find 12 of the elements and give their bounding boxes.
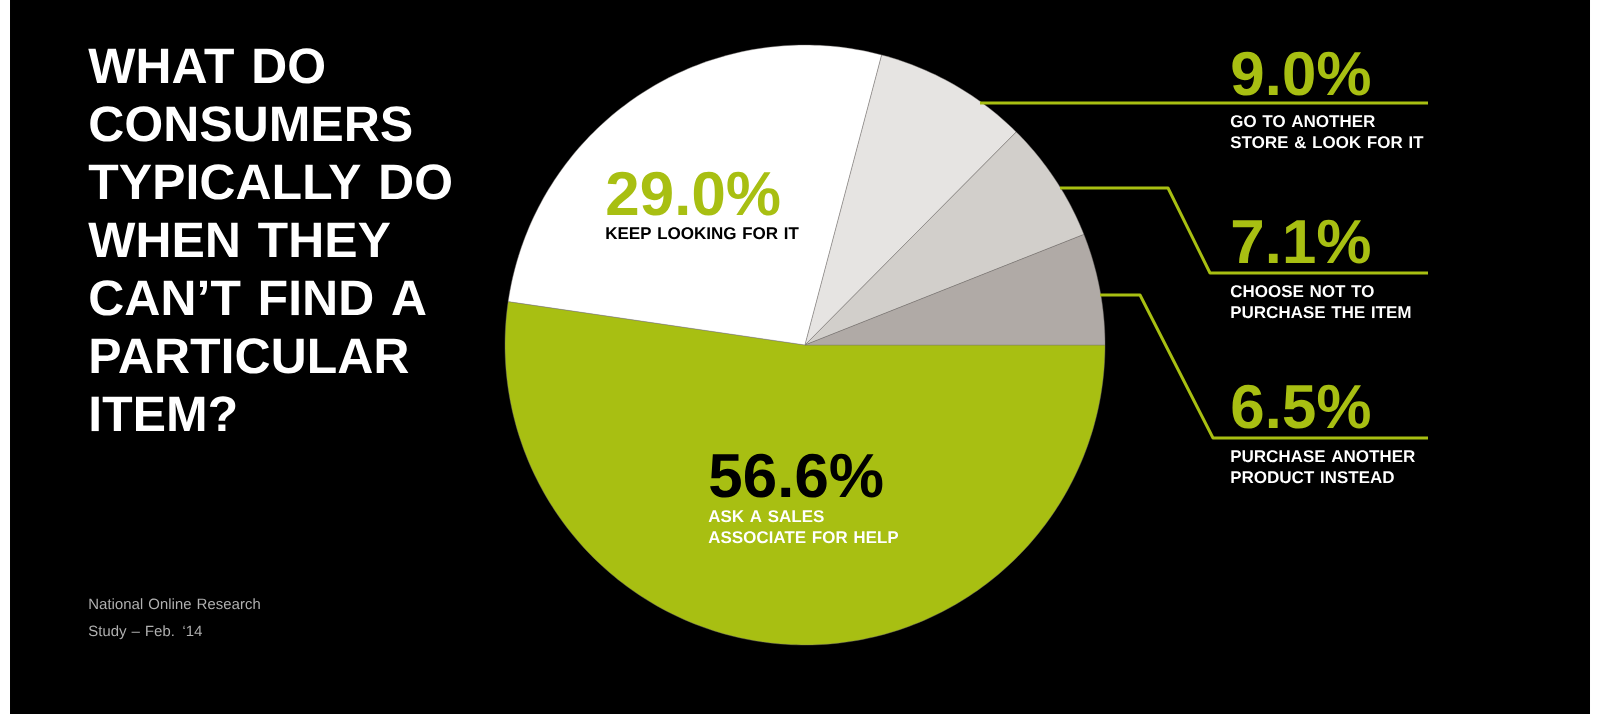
data-label: 29.0% [607, 171, 780, 216]
data-label: 9.0% [1232, 51, 1370, 96]
slice-label: GO TO ANOTHER STORE & LOOK FOR IT [1230, 115, 1424, 149]
data-label: 6.5% [1232, 384, 1370, 429]
data-label: 56.6% [710, 453, 883, 498]
slice-label: CHOOSE NOT TO PURCHASE THE ITEM [1230, 285, 1411, 319]
slice-label: ASK A SALES ASSOCIATE FOR HELP [708, 510, 899, 544]
text: WHAT DO CONSUMERS TYPICALLY DO WHEN THEY CAN’T FIND A PARTICULAR ITEM? [88, 48, 451, 432]
slice-label: PURCHASE ANOTHER PRODUCT INSTEAD [1231, 450, 1415, 484]
data-label: 7.1% [1232, 219, 1370, 264]
slice-label: KEEP LOOKING FOR IT [606, 227, 799, 240]
text: National Online Research Study – Feb. ‘14 [88, 598, 260, 640]
